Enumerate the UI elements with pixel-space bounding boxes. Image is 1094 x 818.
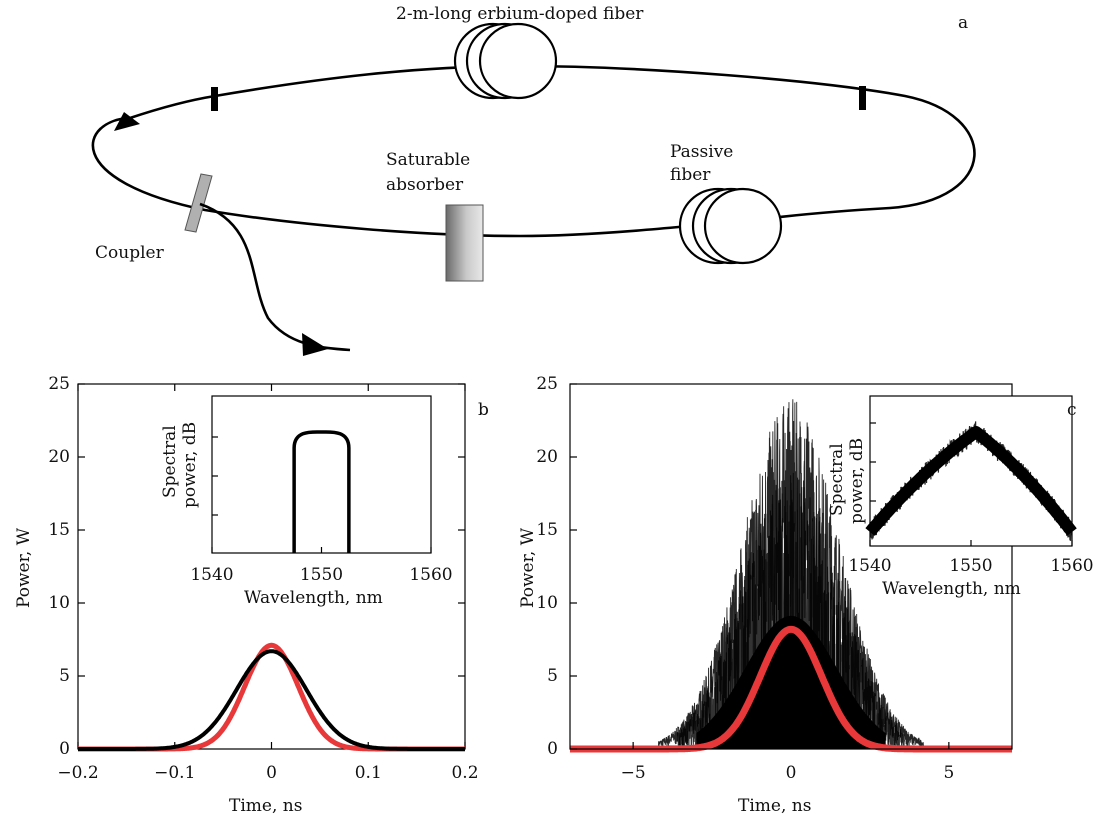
c-plot-frame <box>569 383 1013 750</box>
saturable-absorber-label-line1: Saturable <box>386 150 471 170</box>
b-inset-xlabel: Wavelength, nm <box>244 588 383 608</box>
b-series-red <box>76 642 467 752</box>
b-inset-ylabel-line2: power, dB <box>180 421 200 508</box>
c-inset-ylabel-line2: power, dB <box>847 437 867 524</box>
b-xtick-label: 0 <box>266 763 277 783</box>
erbium-fiber-label: 2-m-long erbium-doped fiber <box>396 4 644 24</box>
c-inset-spectrum-noise <box>869 421 1073 541</box>
b-inset-frame <box>211 395 432 554</box>
c-inset-xtick-label: 1560 <box>1050 556 1094 576</box>
c-ytick-label: 5 <box>547 666 558 686</box>
b-series-black <box>77 649 466 751</box>
coupler-label: Coupler <box>95 243 164 263</box>
b-inset-xtick-label: 1560 <box>409 565 453 585</box>
panel-label-b: b <box>478 400 489 420</box>
b-inset-spectrum <box>292 430 351 553</box>
b-ytick-label: 25 <box>48 374 70 394</box>
splice-right-icon <box>859 86 866 110</box>
c-xlabel: Time, ns <box>738 796 812 816</box>
c-series-noise-2 <box>676 472 906 749</box>
panel-label-a: a <box>958 13 969 33</box>
c-ytick-label: 15 <box>536 520 558 540</box>
b-ylabel: Power, W <box>14 527 34 608</box>
saturable-absorber-icon <box>445 204 484 282</box>
passive-fiber-coil-icon <box>678 187 783 265</box>
c-xtick-label: 5 <box>943 763 955 783</box>
output-arrow-icon <box>302 333 328 356</box>
splice-left-icon <box>211 87 218 111</box>
coupler-icon <box>184 173 213 233</box>
c-inset-frame <box>869 395 1073 547</box>
b-inset-xtick-label: 1540 <box>190 565 234 585</box>
b-xtick-label: 0.2 <box>451 763 479 783</box>
c-ytick-label: 25 <box>536 374 558 394</box>
b-xtick-label: −0.1 <box>154 763 196 783</box>
c-xtick-label: −5 <box>620 763 646 783</box>
c-ylabel: Power, W <box>518 527 538 608</box>
b-xtick-label: 0.1 <box>354 763 382 783</box>
c-inset-ylabel-line1: Spectral <box>827 443 847 516</box>
b-plot-frame <box>77 383 466 750</box>
b-xlabel: Time, ns <box>229 796 303 816</box>
c-inset-spectrum <box>865 426 1077 537</box>
direction-arrow-icon <box>114 112 140 131</box>
saturable-absorber-label-line2: absorber <box>386 175 464 195</box>
c-xtick-label: 0 <box>785 763 797 783</box>
c-inset-xtick-label: 1540 <box>848 556 892 576</box>
passive-fiber-label-line2: fiber <box>670 165 711 185</box>
b-ytick-label: 20 <box>48 447 70 467</box>
c-inset-xlabel: Wavelength, nm <box>882 579 1021 599</box>
b-inset-ylabel-line1: Spectral <box>160 425 180 498</box>
c-ytick-label: 20 <box>536 447 558 467</box>
c-series-red <box>567 625 1015 753</box>
ring-laser-diagram <box>91 22 976 356</box>
panel-label-c: c <box>1067 400 1077 420</box>
c-inset-xtick-label: 1550 <box>949 556 993 576</box>
b-ytick-label: 15 <box>48 520 70 540</box>
b-inset-xtick-label: 1550 <box>299 565 344 585</box>
erbium-fiber-coil-icon <box>453 22 558 100</box>
b-xtick-label: −0.2 <box>57 763 99 783</box>
c-ytick-label: 0 <box>547 739 558 759</box>
c-noise-core <box>696 615 886 749</box>
b-ytick-label: 5 <box>59 666 70 686</box>
b-ytick-label: 0 <box>59 739 70 759</box>
c-ytick-label: 10 <box>536 593 558 613</box>
b-ytick-label: 10 <box>48 593 70 613</box>
fiber-ring <box>91 64 976 238</box>
passive-fiber-label-line1: Passive <box>670 142 734 162</box>
